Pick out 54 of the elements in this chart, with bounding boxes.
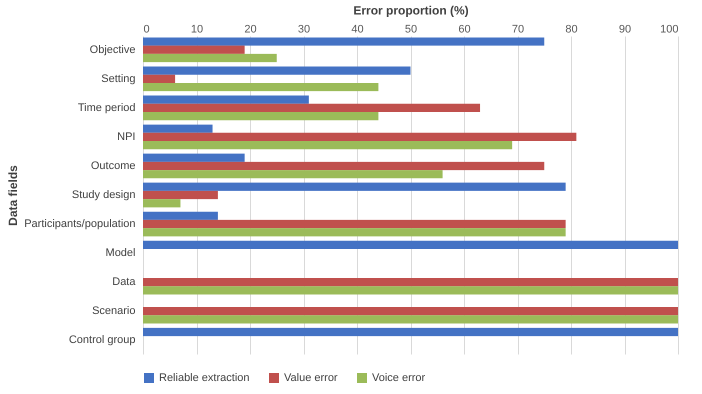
y-tick-label: Objective <box>90 44 136 56</box>
bar <box>143 278 678 286</box>
bar <box>143 132 576 142</box>
bar <box>143 170 443 178</box>
y-tick-label: Time period <box>78 102 136 114</box>
bar <box>143 96 309 104</box>
x-tick-label: 100 <box>660 24 678 36</box>
y-tick-label: Outcome <box>90 160 136 172</box>
y-axis-title: Data fields <box>6 164 20 226</box>
bar <box>143 46 245 54</box>
x-axis-title: Error proportion (%) <box>353 4 469 18</box>
bar <box>143 240 678 249</box>
x-tick-label: 20 <box>244 24 257 36</box>
bar <box>143 307 678 316</box>
bar <box>143 104 480 112</box>
bar <box>143 162 544 170</box>
bar <box>143 154 245 162</box>
bar <box>143 37 544 46</box>
bar <box>143 315 678 324</box>
y-tick-label: Study design <box>72 189 136 201</box>
x-tick-label: 0 <box>144 24 150 36</box>
x-tick-label: 60 <box>458 24 471 36</box>
bar <box>143 54 277 62</box>
legend-label: Value error <box>284 372 338 384</box>
y-tick-label: Setting <box>101 72 136 85</box>
y-tick-label: Data <box>112 276 136 288</box>
bar <box>143 182 566 191</box>
bar <box>143 199 180 208</box>
legend-label: Reliable extraction <box>159 372 250 384</box>
y-tick-label: Control group <box>68 334 136 346</box>
bar <box>143 124 213 133</box>
bar <box>143 190 218 200</box>
bar <box>143 74 176 83</box>
y-tick-label: Participants/population <box>24 218 136 230</box>
legend-label: Voice error <box>372 372 426 384</box>
x-tick-label: 80 <box>565 24 578 36</box>
y-tick-label: NPI <box>117 130 136 143</box>
y-tick-label: Model <box>106 247 136 260</box>
y-tick-label: Scenario <box>92 305 136 318</box>
x-tick-label: 50 <box>404 24 418 36</box>
bar <box>143 82 378 92</box>
bar <box>143 328 678 336</box>
bar <box>143 141 512 150</box>
x-tick-label: 10 <box>190 24 204 36</box>
x-tick-label: 40 <box>351 24 364 36</box>
x-tick-label: 70 <box>512 24 524 36</box>
bar <box>143 66 410 75</box>
bar <box>143 212 218 220</box>
bar <box>143 112 378 120</box>
bar <box>143 286 678 294</box>
x-tick-label: 90 <box>618 24 632 36</box>
bar <box>143 220 566 228</box>
x-tick-label: 30 <box>298 24 310 36</box>
bar <box>143 228 566 236</box>
